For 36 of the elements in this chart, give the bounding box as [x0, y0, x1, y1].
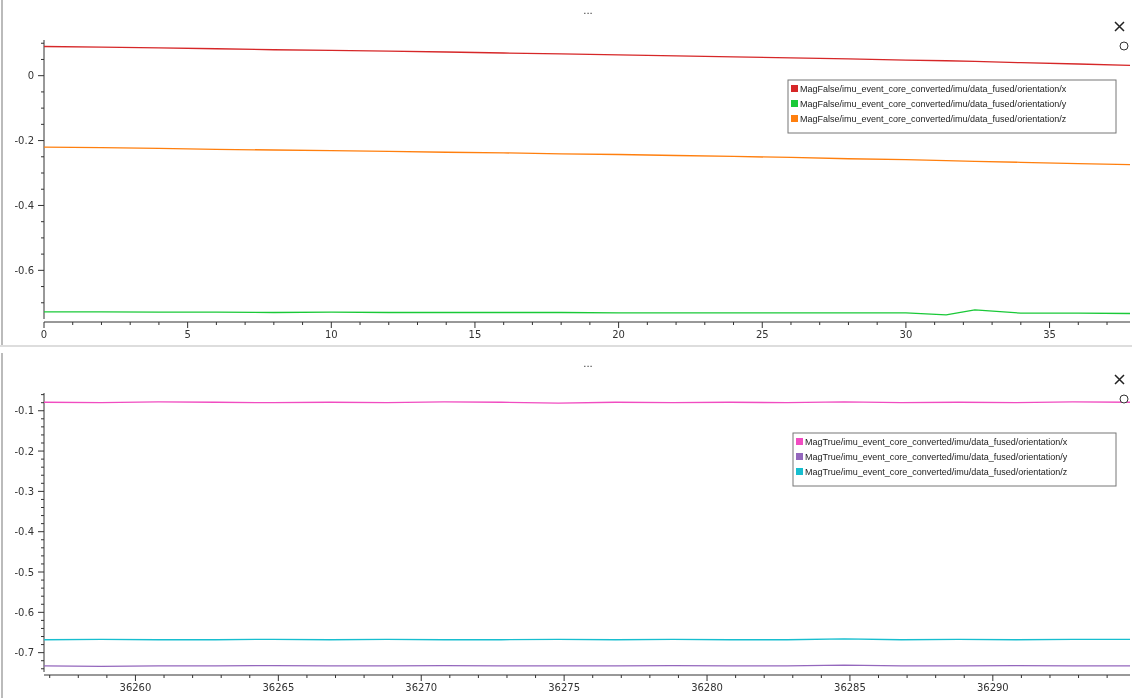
x-tick-label: 15 [468, 329, 482, 340]
y-tick-label: -0.4 [14, 199, 34, 211]
x-tick-label: 10 [324, 329, 338, 340]
x-tick-label: 0 [40, 329, 48, 340]
legend-label: MagTrue/imu_event_core_converted/imu/data_fused/orientation/y [805, 452, 1068, 462]
y-tick-label: -0.7 [14, 647, 34, 659]
y-tick-label: -0.5 [14, 566, 34, 578]
x-tick-label: 36280 [691, 682, 723, 693]
x-tick-label: 36265 [262, 682, 295, 693]
x-tick-label: 5 [184, 329, 191, 340]
x-tick-label: 36275 [548, 682, 581, 693]
y-tick-label: -0.6 [14, 606, 34, 618]
line-series [43, 146, 1131, 166]
y-tick-label: -0.2 [14, 135, 34, 147]
x-tick-label: 36285 [834, 682, 866, 693]
y-tick-label: -0.4 [14, 526, 34, 538]
x-tick-label: 36260 [119, 682, 152, 693]
legend-label: MagTrue/imu_event_core_converted/imu/data_fused/orientation/z [805, 467, 1068, 477]
legend-label: MagFalse/imu_event_core_converted/imu/data_fused/orientation/y [800, 99, 1067, 109]
y-tick-label: -0.2 [14, 445, 34, 457]
chart-title: ... [583, 358, 593, 369]
y-tick-label: -0.3 [14, 485, 34, 497]
chart-title: ... [583, 5, 593, 16]
y-tick-label: -0.1 [14, 405, 34, 417]
y-tick-label: -0.6 [14, 264, 34, 276]
legend-label: MagFalse/imu_event_core_converted/imu/data_fused/orientation/z [800, 114, 1067, 124]
x-tick-label: 36290 [976, 682, 1009, 693]
x-tick-label: 30 [899, 329, 913, 340]
x-tick-label: 20 [612, 329, 625, 340]
x-tick-label: 25 [755, 329, 769, 340]
legend-label: MagTrue/imu_event_core_converted/imu/data_fused/orientation/x [805, 437, 1068, 447]
y-tick-label: 0 [27, 70, 34, 82]
x-tick-label: 35 [1043, 329, 1056, 340]
x-tick-label: 36270 [405, 682, 438, 693]
line-series [43, 45, 1131, 66]
legend-label: MagFalse/imu_event_core_converted/imu/data_fused/orientation/x [800, 84, 1067, 94]
